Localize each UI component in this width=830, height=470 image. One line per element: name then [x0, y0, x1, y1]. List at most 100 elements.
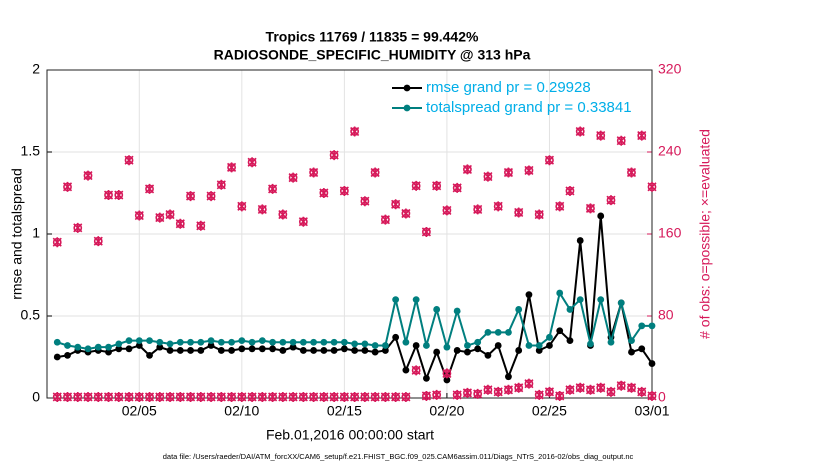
obs-evaluated	[534, 209, 544, 220]
point	[576, 296, 584, 303]
obs-marker	[144, 391, 155, 402]
obs-marker	[257, 204, 267, 215]
point	[535, 342, 543, 349]
point	[402, 338, 410, 346]
point	[371, 348, 379, 356]
obs-marker	[309, 391, 319, 402]
point	[258, 345, 266, 353]
point	[597, 296, 605, 303]
obs-evaluated	[503, 167, 514, 178]
point	[433, 348, 441, 356]
obs-marker	[637, 386, 647, 397]
point	[197, 347, 205, 354]
obs-evaluated	[309, 167, 319, 178]
obs-evaluated	[185, 191, 196, 202]
obs-evaluated	[257, 391, 267, 402]
obs-evaluated	[401, 391, 411, 402]
obs-marker	[411, 180, 421, 191]
obs-evaluated	[606, 386, 616, 397]
point	[443, 343, 451, 351]
obs-evaluated	[278, 209, 288, 220]
obs-evaluated	[483, 171, 493, 182]
obs-evaluated	[524, 165, 534, 176]
obs-marker	[237, 201, 247, 212]
point	[330, 347, 338, 354]
obs-marker	[514, 207, 524, 218]
obs-evaluated	[206, 191, 216, 202]
point	[310, 338, 318, 346]
obs-evaluated	[155, 391, 165, 402]
point	[423, 342, 430, 349]
point	[156, 338, 164, 346]
obs-marker	[288, 391, 298, 402]
point	[484, 329, 492, 336]
obs-evaluated	[544, 386, 555, 397]
point	[381, 347, 389, 354]
point	[412, 296, 420, 303]
point	[566, 337, 574, 344]
obs-evaluated	[237, 201, 247, 212]
point	[115, 345, 123, 353]
y-tick-label: 2	[32, 61, 40, 77]
x-axis-label: Feb.01,2016 00:00:00 start	[266, 427, 434, 443]
point	[351, 340, 359, 348]
point	[166, 340, 174, 348]
obs-evaluated	[73, 222, 83, 233]
obs-marker	[575, 126, 585, 137]
obs-marker	[370, 167, 380, 178]
obs-marker	[155, 391, 165, 402]
obs-marker	[155, 212, 165, 223]
obs-evaluated	[360, 196, 370, 207]
obs-evaluated	[462, 387, 472, 398]
obs-evaluated	[339, 185, 349, 196]
point	[320, 347, 328, 354]
obs-marker	[442, 205, 452, 216]
point	[279, 338, 287, 346]
obs-evaluated	[647, 390, 657, 401]
obs-evaluated	[216, 391, 226, 402]
obs-evaluated	[206, 391, 216, 402]
point	[207, 342, 215, 349]
obs-evaluated	[401, 208, 411, 219]
obs-evaluated	[534, 389, 544, 400]
obs-marker	[175, 218, 185, 229]
y2-tick-label: 80	[658, 307, 674, 323]
point	[371, 342, 379, 349]
point	[269, 345, 276, 353]
obs-evaluated	[62, 391, 73, 402]
obs-evaluated	[196, 391, 206, 402]
obs-marker	[257, 391, 267, 402]
obs-marker	[83, 391, 93, 402]
point	[238, 345, 246, 353]
obs-marker	[370, 391, 380, 402]
point	[310, 347, 318, 354]
obs-evaluated	[391, 199, 401, 210]
obs-evaluated	[421, 390, 431, 401]
obs-evaluated	[585, 384, 596, 395]
legend-marker	[403, 84, 411, 92]
obs-marker	[206, 191, 216, 202]
point	[648, 360, 656, 367]
obs-evaluated	[391, 391, 401, 402]
x-tick-label: 02/05	[122, 403, 157, 419]
point	[505, 329, 512, 336]
obs-evaluated	[544, 155, 555, 166]
point	[464, 348, 471, 356]
obs-evaluated	[596, 382, 606, 393]
point	[269, 338, 276, 346]
obs-marker	[503, 167, 514, 178]
obs-marker	[534, 209, 544, 220]
obs-evaluated	[411, 365, 421, 376]
obs-evaluated	[555, 390, 565, 401]
obs-evaluated	[93, 236, 103, 247]
obs-marker	[565, 185, 575, 196]
x-tick-label: 02/20	[429, 403, 464, 419]
obs-marker	[247, 391, 257, 402]
obs-evaluated	[155, 212, 165, 223]
obs-marker	[114, 391, 124, 402]
obs-evaluated	[319, 391, 329, 402]
obs-evaluated	[565, 384, 575, 395]
obs-marker	[93, 236, 103, 247]
point	[381, 342, 389, 349]
